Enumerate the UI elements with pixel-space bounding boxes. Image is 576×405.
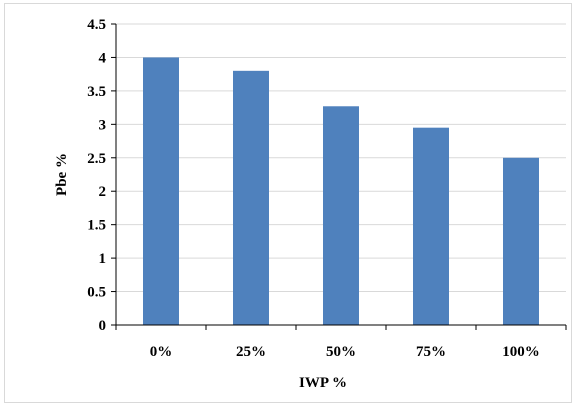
bar-0pct <box>143 57 179 325</box>
bar-50pct <box>323 106 359 325</box>
chart-frame <box>4 3 572 403</box>
y-tick-label: 4 <box>99 50 107 66</box>
axes <box>115 24 566 326</box>
y-tick-label: 2.5 <box>87 151 106 167</box>
y-tick-label: 0 <box>99 318 107 334</box>
y-tick-labels: 0 0.5 1 1.5 2 2.5 3 3.5 4 4.5 <box>87 17 116 334</box>
y-tick-label: 3.5 <box>87 84 106 100</box>
x-tick-labels: 0% 25% 50% 75% 100% <box>115 325 567 360</box>
x-tick-label: 75% <box>416 344 446 360</box>
y-axis-title: Pbe % <box>54 153 70 196</box>
y-tick-label: 4.5 <box>87 17 106 33</box>
y-tick-label: 1.5 <box>87 218 106 234</box>
x-tick-label: 0% <box>150 344 173 360</box>
x-axis-title: IWP % <box>299 375 347 391</box>
y-tick-label: 2 <box>99 184 107 200</box>
y-tick-label: 3 <box>99 117 107 133</box>
bar-75pct <box>413 127 449 325</box>
x-tick-label: 50% <box>326 344 356 360</box>
bar-25pct <box>233 70 269 325</box>
y-tick-label: 1 <box>99 251 107 267</box>
y-tick-label: 0.5 <box>87 285 106 301</box>
bars <box>143 57 539 325</box>
x-tick-label: 25% <box>236 344 266 360</box>
bar-100pct <box>503 157 539 325</box>
x-tick-label: 100% <box>502 344 540 360</box>
